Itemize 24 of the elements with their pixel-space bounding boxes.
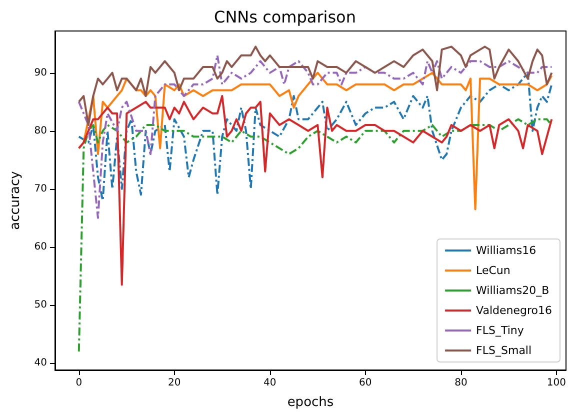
y-tick-label: 50 xyxy=(34,299,47,310)
legend-label: Williams16 xyxy=(476,244,536,257)
legend-label: Williams20_B xyxy=(476,284,550,297)
x-tick-label: 0 xyxy=(76,378,82,388)
y-tick-label: 60 xyxy=(34,241,47,252)
legend-label: Valdenegro16 xyxy=(476,304,552,317)
legend-label: FLS_Small xyxy=(476,344,532,357)
y-tick-label: 40 xyxy=(34,358,47,369)
chart-title: CNNs comparison xyxy=(214,8,356,26)
y-tick-label: 70 xyxy=(34,183,47,194)
line-series xyxy=(78,54,553,219)
x-tick-label: 60 xyxy=(359,378,372,388)
x-axis-title: epochs xyxy=(287,395,334,410)
x-tick-label: 80 xyxy=(454,378,468,388)
y-tick-label: 90 xyxy=(34,67,47,78)
line-series xyxy=(78,95,553,286)
legend-label: FLS_Tiny xyxy=(476,324,524,337)
x-tick-label: 20 xyxy=(168,378,181,388)
y-axis-title: accuracy xyxy=(8,170,23,230)
x-tick-label: 40 xyxy=(264,378,276,388)
line-series xyxy=(78,46,553,126)
y-tick-label: 80 xyxy=(34,125,47,136)
x-tick-label: 100 xyxy=(546,378,566,388)
legend-label: LeCun xyxy=(476,264,510,277)
